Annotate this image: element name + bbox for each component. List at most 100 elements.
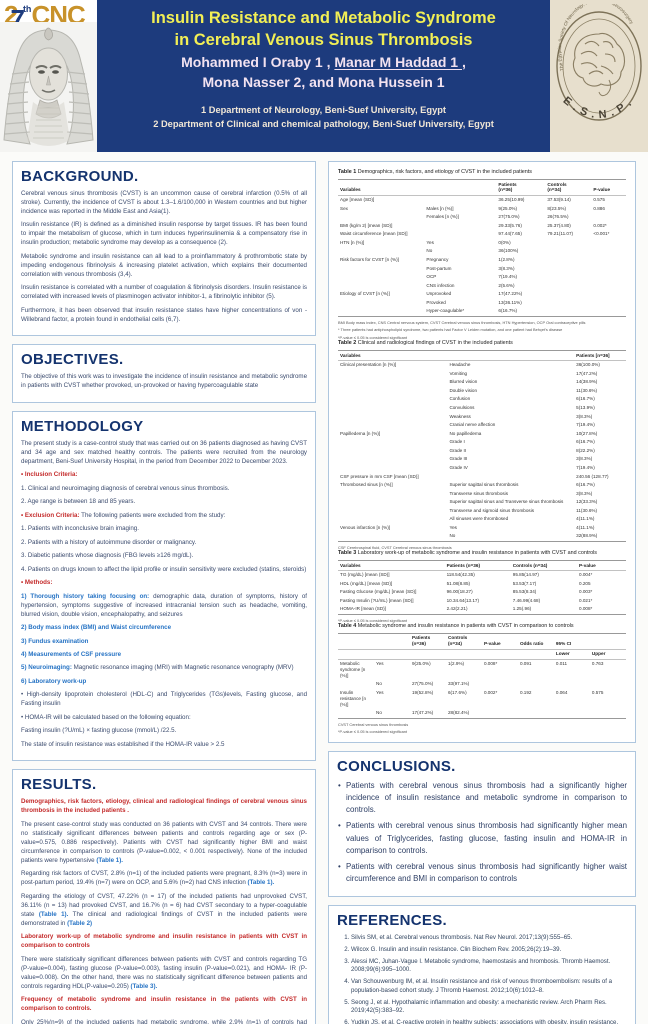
table-block: Table 3 Laboratory work-up of metabolic … <box>338 550 626 623</box>
text-segment: Cerebral venous sinus thrombosis (CVST) … <box>21 190 308 215</box>
conclusions-title: CONCLUSIONS. <box>337 757 456 775</box>
table-cell <box>424 221 496 230</box>
authors-line1: Mohammed I Oraby 1 , Manar M Haddad 1 , <box>97 52 550 72</box>
table-cell: 3(8.3%) <box>576 456 593 462</box>
table-cell <box>338 438 447 447</box>
list-item: Yudkin JS, et al. C-reactive protein in … <box>351 1019 627 1024</box>
table-cell: 0.575 <box>591 689 604 695</box>
column-header: P-value <box>481 632 518 650</box>
author-haddad-underlined: Manar M Haddad 1 <box>334 53 462 70</box>
paragraph: 2) Body mass index (BMI) and Waist circu… <box>21 624 307 633</box>
table-cell <box>338 680 374 689</box>
table-cell: Weakness <box>449 413 471 419</box>
table-cell: 3(8.3%) <box>498 265 515 271</box>
table-row: CNS infection 2(5.6%) <box>338 281 626 290</box>
table-cell <box>338 281 424 290</box>
table-row: No 27(75.0%) 33(97.1%) <box>338 680 626 689</box>
table-cell: 11(30.6%) <box>576 387 597 393</box>
table-cell: 36(100.0%) <box>576 362 600 368</box>
list-item: Patients with cerebral venous sinus thro… <box>337 780 627 817</box>
table-cell <box>591 290 626 299</box>
table-cell: 25.37(4.80) <box>547 222 571 228</box>
affiliations: 1 Department of Neurology, Beni-Suef Uni… <box>97 104 550 132</box>
table-cell <box>338 387 447 396</box>
table-row: Transverse sinus thrombosis 3(8.3%) <box>338 489 626 498</box>
table-cell: 0.205 <box>579 580 591 586</box>
table-cell: 0.192 <box>519 689 532 695</box>
list-item: Patients with cerebral venous sinus thro… <box>337 820 627 857</box>
table-row: OCP 7(19.4%) <box>338 273 626 282</box>
list-item: Silvis SM, et al. Cerebral venous thromb… <box>351 934 627 943</box>
table-row: No 17(47.2%) 28(82.4%) <box>338 709 626 720</box>
table-row: Females [n (%)] 27(75.0%) 26(76.5%) <box>338 213 626 222</box>
esnpn-society-seal: The Egyptian Society Of Neurology, Psych… <box>551 4 642 121</box>
column-header <box>374 648 410 660</box>
table-cell: <0.001* <box>593 231 610 237</box>
esnpn-logo-panel: The Egyptian Society Of Neurology, Psych… <box>550 0 648 152</box>
table-cell: Females [n (%)] <box>426 214 459 220</box>
table-cell: Venous infarction [n (%)] <box>340 524 391 530</box>
text-segment: 3. Diabetic patients whose diagnosis (FB… <box>21 552 194 560</box>
table-row: Fasting Glucose (mg/dL) [mean (SD)] 96.00… <box>338 588 626 597</box>
table-cell: 1(2.9%) <box>447 660 465 666</box>
table-row: Provoked 13(36.11%) <box>338 299 626 308</box>
table-cell: No <box>374 709 410 720</box>
table-row: Insulin resistance [n (%)] Yes 19(52.8%) 6(… <box>338 689 626 710</box>
table-cell: 1.25(.96) <box>510 605 578 616</box>
table-cell <box>518 680 554 689</box>
table-cell <box>591 264 626 273</box>
poster-header: 27thCNC Insuli <box>0 0 648 152</box>
table-cell: OCP <box>426 274 437 280</box>
table-cell: Papilledema [n (%)] <box>340 430 381 436</box>
data-table: Variables Patients [n=36] Clinical present… <box>338 350 626 543</box>
text-segment: The following patients were excluded fro… <box>79 511 226 519</box>
table-cell: Yes <box>426 239 434 245</box>
table-cell: Vomiting <box>449 370 468 376</box>
table-cell: Unprovoked <box>426 291 452 297</box>
conclusions-list: Patients with cerebral venous sinus thro… <box>337 780 627 886</box>
table-block: Table 1 Demographics, risk factors, and … <box>338 169 626 340</box>
table-caption: Table 1 Demographics, risk factors, and … <box>338 169 532 175</box>
table-cell: Males [n (%)] <box>426 205 454 211</box>
table-cell: 3(8.3%) <box>576 490 593 496</box>
table-row: HOMA-IR [mean (SD)] 2.42(2.21) 1.25(.96) 0.… <box>338 605 626 616</box>
section-references: REFERENCES. Silvis SM, et al. Cerebral v… <box>328 904 636 1024</box>
column-header: Variables <box>338 179 425 196</box>
table-cell: Grade II <box>449 447 467 453</box>
text-segment: The present case-control study was condu… <box>21 820 308 864</box>
list-item: Seong J, et al. Hypothalamic inflammatio… <box>351 999 627 1016</box>
paragraph: 2. Age range is between 18 and 85 years. <box>21 498 307 507</box>
right-column: Table 1 Demographics, risk factors, and … <box>328 161 636 1024</box>
table-block: Table 4 Metabolic syndrome and insulin r… <box>338 623 626 735</box>
brain-drawing <box>572 32 626 97</box>
paragraph: 2. Patients with a history of autoimmune… <box>21 539 307 548</box>
authors-comma: , <box>461 53 466 70</box>
text-segment: (Table 3). <box>130 982 158 990</box>
table-cell: 1(2.8%) <box>498 257 515 262</box>
table-row: Grade III 3(8.3%) <box>338 455 626 464</box>
table-footnote: *P-value ≤ 0.05 is considered significan… <box>338 729 407 735</box>
paragraph: • High-density lipoprotein cholesterol (… <box>21 691 307 709</box>
table-cell: CNS infection <box>426 282 455 288</box>
table-cell: Cranial nerve affection <box>449 422 496 428</box>
table-cell <box>545 299 591 308</box>
table-cell: Fasting Glucose (mg/dL) [mean (SD)] <box>340 589 417 595</box>
table-cell: Fasting Insulin (?U/mL) [mean (SD)] <box>340 597 414 603</box>
paragraph: Fasting insulin (?U/mL) × fasting glucos… <box>21 727 307 736</box>
table-cell: Hyper-coagulable* <box>424 307 497 318</box>
table-cell: No <box>426 248 433 254</box>
table-cell: 0.763 <box>591 660 604 666</box>
column-header: Patients (n=36) <box>444 560 511 571</box>
table-cell <box>338 447 447 456</box>
text-segment: Frequency of metabolic syndrome and insu… <box>21 996 308 1013</box>
text-segment: • Inclusion Criteria: <box>21 471 78 479</box>
table-row: Age [mean (SD)] 36.25(10.99) 37.53(9.14) 0.… <box>338 195 626 204</box>
text-segment: Insulin resistance (IR) is defined as a … <box>21 221 308 247</box>
table-cell: 12(33.3%) <box>576 499 598 505</box>
table-cell: 0.091 <box>519 660 532 666</box>
table-cell: 4(11.1%) <box>576 516 595 522</box>
poster-title-line2: in Cerebral Venous Sinus Thrombosis <box>174 31 473 50</box>
table-cell <box>338 369 447 378</box>
text-segment: Demographics, risk factors, etiology, cl… <box>21 798 308 815</box>
table-row: No 32(88.9%) <box>338 532 626 543</box>
